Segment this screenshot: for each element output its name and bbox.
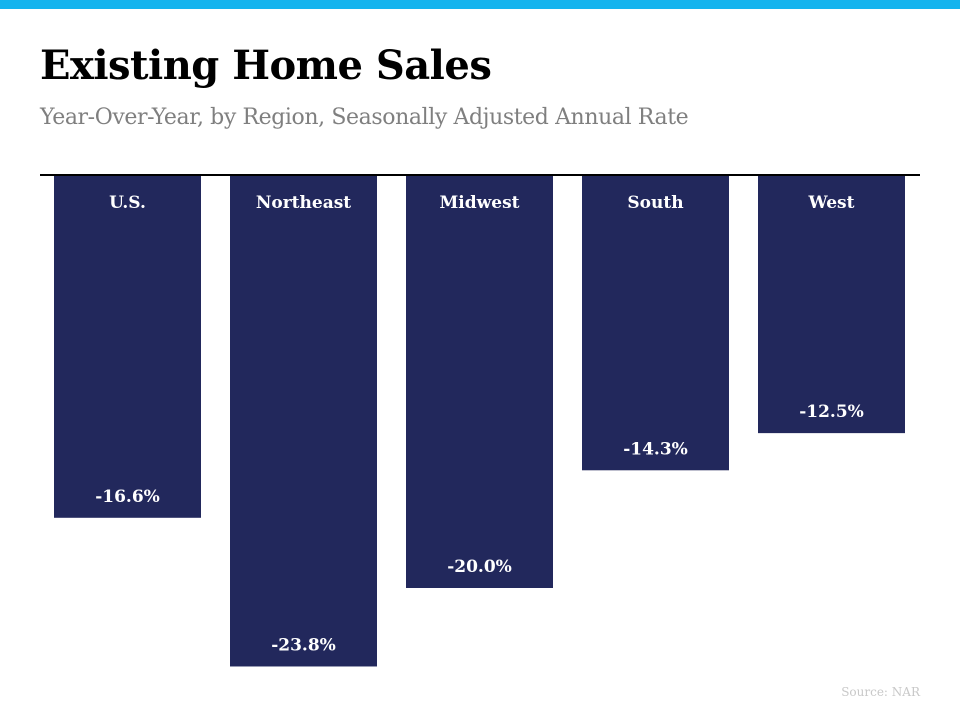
value-label: -23.8% <box>271 635 336 655</box>
bar-midwest <box>406 175 553 588</box>
chart-title: Existing Home Sales <box>40 42 492 89</box>
source-note: Source: NAR <box>841 685 920 699</box>
category-label: Midwest <box>439 193 519 213</box>
category-label: Northeast <box>256 193 351 213</box>
category-label: West <box>808 193 855 213</box>
category-label: U.S. <box>109 193 146 213</box>
value-label: -20.0% <box>447 557 512 577</box>
top-accent-bar <box>0 0 960 9</box>
bar-us <box>54 175 201 518</box>
bar-west <box>758 175 905 434</box>
category-label: South <box>627 193 683 213</box>
chart-subtitle: Year-Over-Year, by Region, Seasonally Ad… <box>40 105 689 130</box>
value-label: -12.5% <box>799 402 864 422</box>
value-label: -16.6% <box>95 487 160 507</box>
bar-northeast <box>230 175 377 667</box>
bar-south <box>582 175 729 471</box>
value-label: -14.3% <box>623 439 688 459</box>
